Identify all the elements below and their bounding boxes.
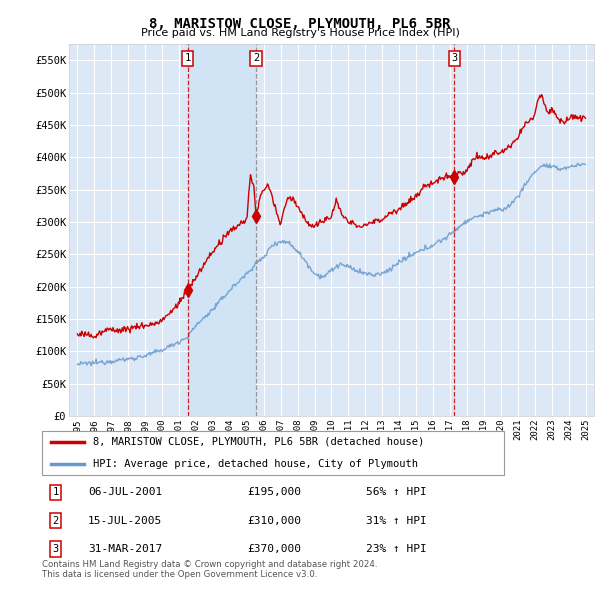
Text: 15-JUL-2005: 15-JUL-2005 <box>88 516 162 526</box>
Text: 3: 3 <box>451 54 457 64</box>
Text: 31-MAR-2017: 31-MAR-2017 <box>88 544 162 554</box>
Text: 2: 2 <box>253 54 259 64</box>
Text: 31% ↑ HPI: 31% ↑ HPI <box>366 516 427 526</box>
Text: 3: 3 <box>52 544 59 554</box>
Text: £370,000: £370,000 <box>247 544 301 554</box>
Text: 23% ↑ HPI: 23% ↑ HPI <box>366 544 427 554</box>
Text: £195,000: £195,000 <box>247 487 301 497</box>
Text: 2: 2 <box>52 516 59 526</box>
Text: 1: 1 <box>52 487 59 497</box>
FancyBboxPatch shape <box>42 431 504 475</box>
Bar <box>188 44 256 416</box>
Text: £310,000: £310,000 <box>247 516 301 526</box>
Text: 56% ↑ HPI: 56% ↑ HPI <box>366 487 427 497</box>
Text: 1: 1 <box>185 54 191 64</box>
Text: 8, MARISTOW CLOSE, PLYMOUTH, PL6 5BR (detached house): 8, MARISTOW CLOSE, PLYMOUTH, PL6 5BR (de… <box>93 437 424 447</box>
Text: 06-JUL-2001: 06-JUL-2001 <box>88 487 162 497</box>
Text: 8, MARISTOW CLOSE, PLYMOUTH, PL6 5BR: 8, MARISTOW CLOSE, PLYMOUTH, PL6 5BR <box>149 17 451 31</box>
Text: Price paid vs. HM Land Registry's House Price Index (HPI): Price paid vs. HM Land Registry's House … <box>140 28 460 38</box>
Text: Contains HM Land Registry data © Crown copyright and database right 2024.
This d: Contains HM Land Registry data © Crown c… <box>42 560 377 579</box>
Text: HPI: Average price, detached house, City of Plymouth: HPI: Average price, detached house, City… <box>93 459 418 469</box>
